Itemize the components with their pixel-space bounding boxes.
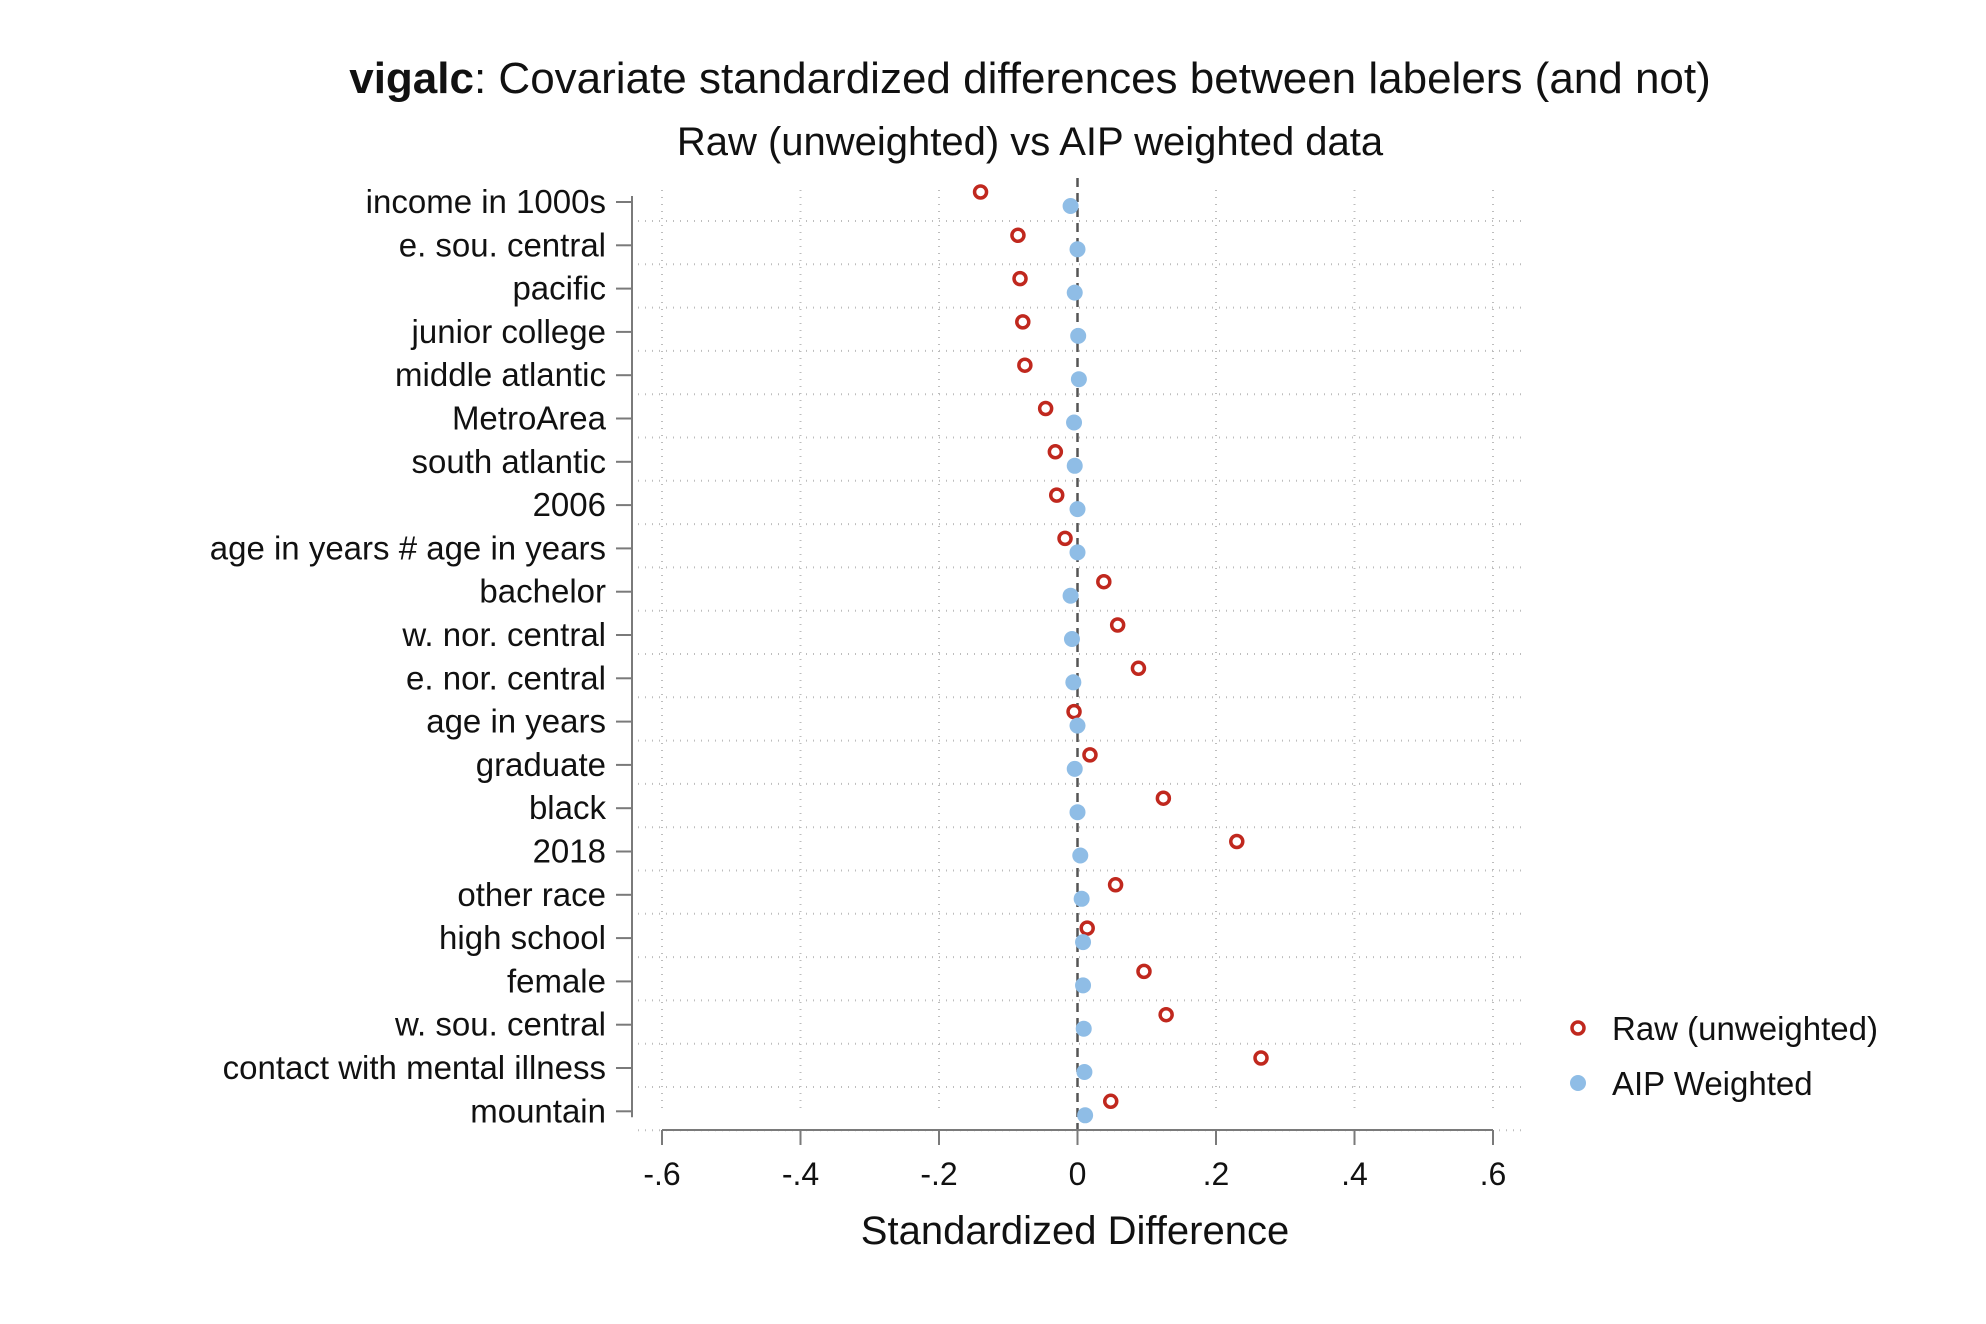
category-label: pacific xyxy=(512,270,606,307)
point-raw xyxy=(1010,227,1026,244)
point-weighted xyxy=(1069,717,1086,734)
category-label: 2006 xyxy=(533,486,606,523)
point-raw xyxy=(1136,963,1152,980)
point-raw xyxy=(1229,833,1245,850)
axes: -.6 -.4 -.2 0 .2 .4 .6 xyxy=(616,196,1506,1192)
point-raw xyxy=(1158,1006,1174,1023)
point-weighted xyxy=(1072,847,1089,864)
point-raw xyxy=(1012,270,1028,287)
category-label: bachelor xyxy=(479,573,606,610)
point-raw xyxy=(1048,487,1065,503)
category-label: e. nor. central xyxy=(406,659,606,696)
point-weighted xyxy=(1076,1064,1093,1080)
category-label: age in years # age in years xyxy=(210,529,606,566)
point-raw xyxy=(1066,703,1082,720)
chart-subtitle: Raw (unweighted) vs AIP weighted data xyxy=(677,120,1384,164)
category-label: middle atlantic xyxy=(395,356,606,393)
point-raw xyxy=(1082,747,1098,763)
x-tick-label: .6 xyxy=(1480,1156,1507,1192)
point-raw xyxy=(1253,1050,1269,1066)
point-weighted xyxy=(1070,327,1087,344)
category-label: MetroArea xyxy=(452,400,607,437)
point-weighted xyxy=(1063,631,1080,647)
point-weighted xyxy=(1065,674,1082,691)
point-weighted xyxy=(1077,1107,1094,1124)
legend-label: AIP Weighted xyxy=(1612,1065,1813,1102)
category-label: age in years xyxy=(426,703,606,740)
chart-title: vigalc: Covariate standardized differenc… xyxy=(349,54,1711,103)
point-weighted xyxy=(1069,501,1086,518)
point-raw xyxy=(1109,617,1126,633)
point-raw xyxy=(972,184,989,200)
category-label: black xyxy=(529,789,607,826)
point-raw xyxy=(1096,573,1112,590)
chart-title-rest: : Covariate standardized differences bet… xyxy=(474,54,1711,103)
x-tick-label: -.6 xyxy=(643,1156,680,1192)
point-weighted xyxy=(1066,284,1083,301)
point-weighted xyxy=(1062,587,1079,604)
legend-marker-weighted xyxy=(1570,1075,1586,1091)
category-label: junior college xyxy=(411,313,606,350)
category-label: e. sou. central xyxy=(399,226,606,263)
x-axis-title: Standardized Difference xyxy=(861,1209,1289,1253)
point-weighted xyxy=(1073,890,1090,907)
point-raw xyxy=(1107,877,1124,893)
point-weighted xyxy=(1066,760,1083,777)
category-labels: income in 1000s e. sou. central pacific jun… xyxy=(210,183,607,1129)
legend-label: Raw (unweighted) xyxy=(1612,1010,1878,1047)
point-weighted xyxy=(1062,198,1079,214)
point-weighted xyxy=(1075,1020,1092,1037)
category-label: w. sou. central xyxy=(394,1006,606,1043)
point-weighted xyxy=(1066,414,1083,431)
category-label: w. nor. central xyxy=(401,616,606,653)
grid xyxy=(638,190,1525,1132)
data-points xyxy=(972,184,1269,1124)
category-label: mountain xyxy=(470,1092,606,1129)
category-label: income in 1000s xyxy=(366,183,606,220)
point-raw xyxy=(1102,1093,1119,1110)
category-label: graduate xyxy=(476,746,606,783)
point-weighted xyxy=(1069,544,1086,561)
category-label: contact with mental illness xyxy=(223,1049,606,1086)
category-label: other race xyxy=(457,876,606,913)
point-weighted xyxy=(1075,977,1092,994)
point-raw xyxy=(1130,660,1147,677)
point-weighted xyxy=(1066,457,1083,474)
category-label: 2018 xyxy=(533,833,606,870)
point-raw xyxy=(1047,444,1064,460)
point-raw xyxy=(1155,790,1172,806)
point-raw xyxy=(1079,920,1095,936)
legend: Raw (unweighted) AIP Weighted xyxy=(1570,1010,1878,1102)
point-weighted xyxy=(1070,371,1087,388)
point-raw xyxy=(1017,357,1033,373)
x-tick-label: -.4 xyxy=(782,1156,819,1192)
category-label: high school xyxy=(439,919,606,956)
category-label: female xyxy=(507,962,606,999)
chart-title-bold: vigalc xyxy=(349,54,474,103)
x-tick-label: .2 xyxy=(1203,1156,1230,1192)
point-raw xyxy=(1057,530,1073,547)
point-weighted xyxy=(1069,804,1086,821)
x-tick-label: .4 xyxy=(1341,1156,1368,1192)
x-tick-label: -.2 xyxy=(920,1156,957,1192)
x-tick-label: 0 xyxy=(1069,1156,1087,1192)
point-raw xyxy=(1015,314,1031,330)
point-raw xyxy=(1037,400,1054,417)
legend-marker-raw xyxy=(1570,1020,1586,1036)
point-weighted xyxy=(1075,934,1092,951)
category-label: south atlantic xyxy=(412,443,606,480)
point-weighted xyxy=(1069,241,1086,258)
